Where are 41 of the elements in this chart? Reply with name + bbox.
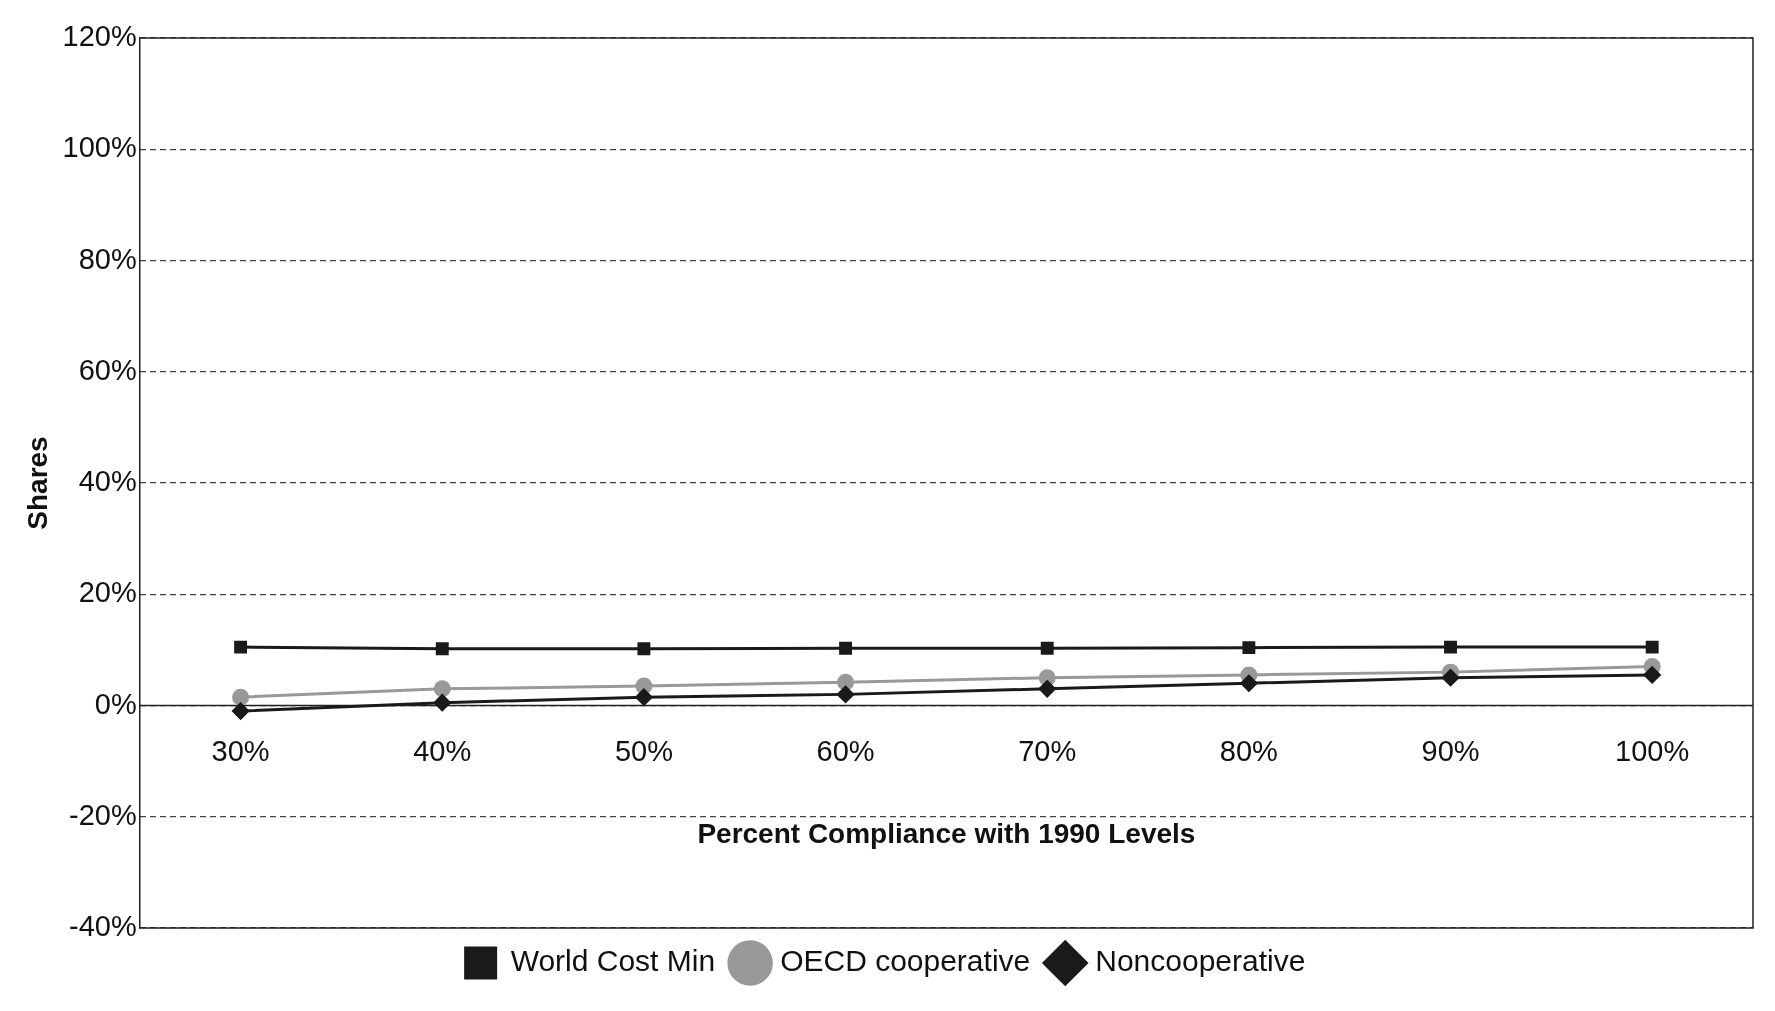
y-tick-label: 80% — [78, 242, 137, 275]
y-tick-label: -40% — [69, 910, 137, 942]
y-axis-title: Shares — [21, 436, 53, 530]
point — [1645, 640, 1659, 654]
point — [1442, 669, 1460, 687]
x-tick-label: 90% — [1421, 734, 1480, 767]
y-tick-label: 100% — [62, 131, 137, 164]
point — [435, 642, 449, 656]
x-tick-label: 30% — [211, 734, 270, 767]
y-tick-label: 120% — [62, 20, 137, 52]
point — [433, 694, 451, 712]
point — [1040, 641, 1054, 655]
point — [234, 640, 248, 654]
y-tick-label: 0% — [94, 687, 137, 720]
point — [837, 685, 855, 703]
point — [635, 688, 653, 706]
point — [232, 702, 250, 720]
x-tick-label: 60% — [816, 734, 875, 767]
y-tick-label: 60% — [78, 353, 137, 386]
x-tick-label: 100% — [1615, 734, 1690, 767]
point — [232, 688, 250, 706]
y-tick-label: -20% — [69, 798, 137, 831]
point — [1643, 666, 1661, 684]
y-tick-label: 20% — [78, 576, 137, 609]
point — [637, 642, 651, 656]
legend-label: OECD cooperative — [780, 944, 1031, 978]
point — [433, 680, 451, 698]
y-tick-label: 40% — [78, 465, 137, 497]
x-tick-label: 50% — [614, 734, 673, 767]
point — [839, 641, 853, 655]
point — [837, 673, 855, 691]
x-axis-title: Percent Compliance with 1990 Levels — [697, 817, 1196, 849]
point — [1038, 680, 1056, 698]
point — [1240, 674, 1258, 692]
point — [1242, 641, 1256, 655]
x-tick-label: 80% — [1219, 734, 1278, 767]
point — [1444, 640, 1457, 654]
legend-label: Noncooperative — [1095, 944, 1306, 978]
legend-label: World Cost Min — [510, 944, 716, 978]
x-tick-label: 70% — [1018, 734, 1077, 767]
x-tick-label: 40% — [413, 734, 472, 767]
